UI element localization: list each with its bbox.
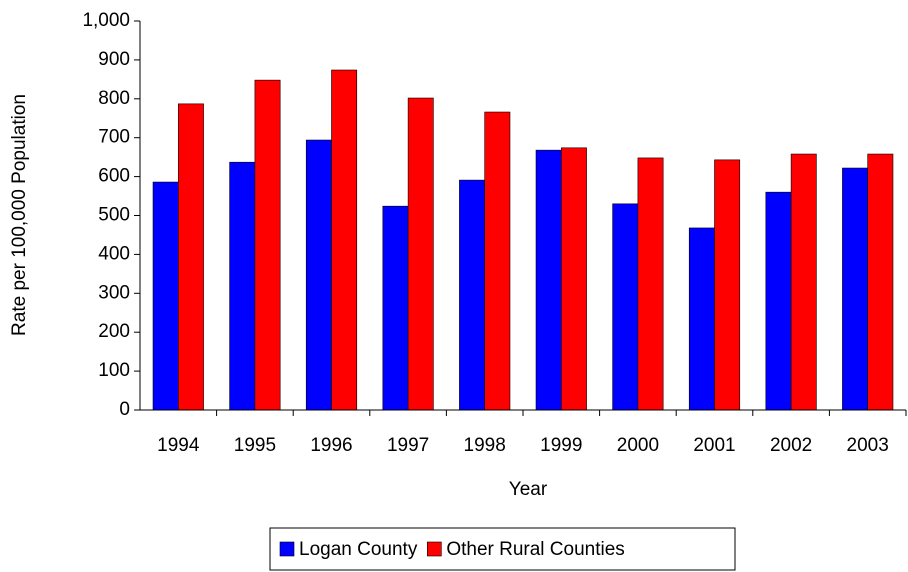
y-tick-label: 500 xyxy=(98,205,130,226)
x-axis-label: Year xyxy=(509,479,548,500)
bar xyxy=(229,161,256,411)
x-tick-label: 1997 xyxy=(387,435,429,456)
bar xyxy=(382,205,409,411)
bar xyxy=(254,79,281,411)
y-tick-label: 400 xyxy=(98,243,130,264)
legend-swatch xyxy=(279,541,295,557)
bar xyxy=(637,157,664,411)
legend-box xyxy=(269,527,736,571)
bar xyxy=(765,191,792,411)
bar xyxy=(152,181,179,411)
bar xyxy=(867,153,894,411)
bar xyxy=(331,69,358,411)
bar xyxy=(407,97,434,411)
bar xyxy=(790,153,817,411)
x-tick-label: 1995 xyxy=(234,435,276,456)
y-tick-label: 200 xyxy=(98,321,130,342)
x-tick-label: 1998 xyxy=(464,435,506,456)
y-tick-label: 300 xyxy=(98,282,130,303)
x-tick-label: 2003 xyxy=(847,435,889,456)
bar xyxy=(714,159,741,411)
y-tick-label: 900 xyxy=(98,49,130,70)
bar xyxy=(305,139,332,411)
x-tick-label: 2000 xyxy=(617,435,659,456)
bar xyxy=(842,167,868,411)
y-tick-label: 700 xyxy=(98,127,130,148)
y-axis-label: Rate per 100,000 Population xyxy=(9,94,30,336)
x-tick-label: 1999 xyxy=(540,435,582,456)
x-tick-label: 1994 xyxy=(157,435,200,456)
bar xyxy=(612,203,639,411)
bar xyxy=(178,103,204,411)
y-tick-label: 1,000 xyxy=(82,10,130,31)
x-tick-label: 2002 xyxy=(770,435,812,456)
bar xyxy=(459,179,485,411)
bar xyxy=(484,111,511,411)
bar xyxy=(688,227,715,411)
legend-swatch xyxy=(427,541,442,557)
x-tick-label: 2001 xyxy=(693,435,735,456)
bar xyxy=(535,149,562,411)
y-tick-label: 600 xyxy=(98,166,130,187)
bar xyxy=(560,147,587,411)
y-tick-label: 0 xyxy=(119,399,130,420)
y-tick-label: 800 xyxy=(98,88,130,109)
y-tick-label: 100 xyxy=(98,360,130,381)
legend-label: Other Rural Counties xyxy=(446,539,624,560)
legend-label: Logan County xyxy=(299,539,418,560)
x-tick-label: 1996 xyxy=(310,435,352,456)
